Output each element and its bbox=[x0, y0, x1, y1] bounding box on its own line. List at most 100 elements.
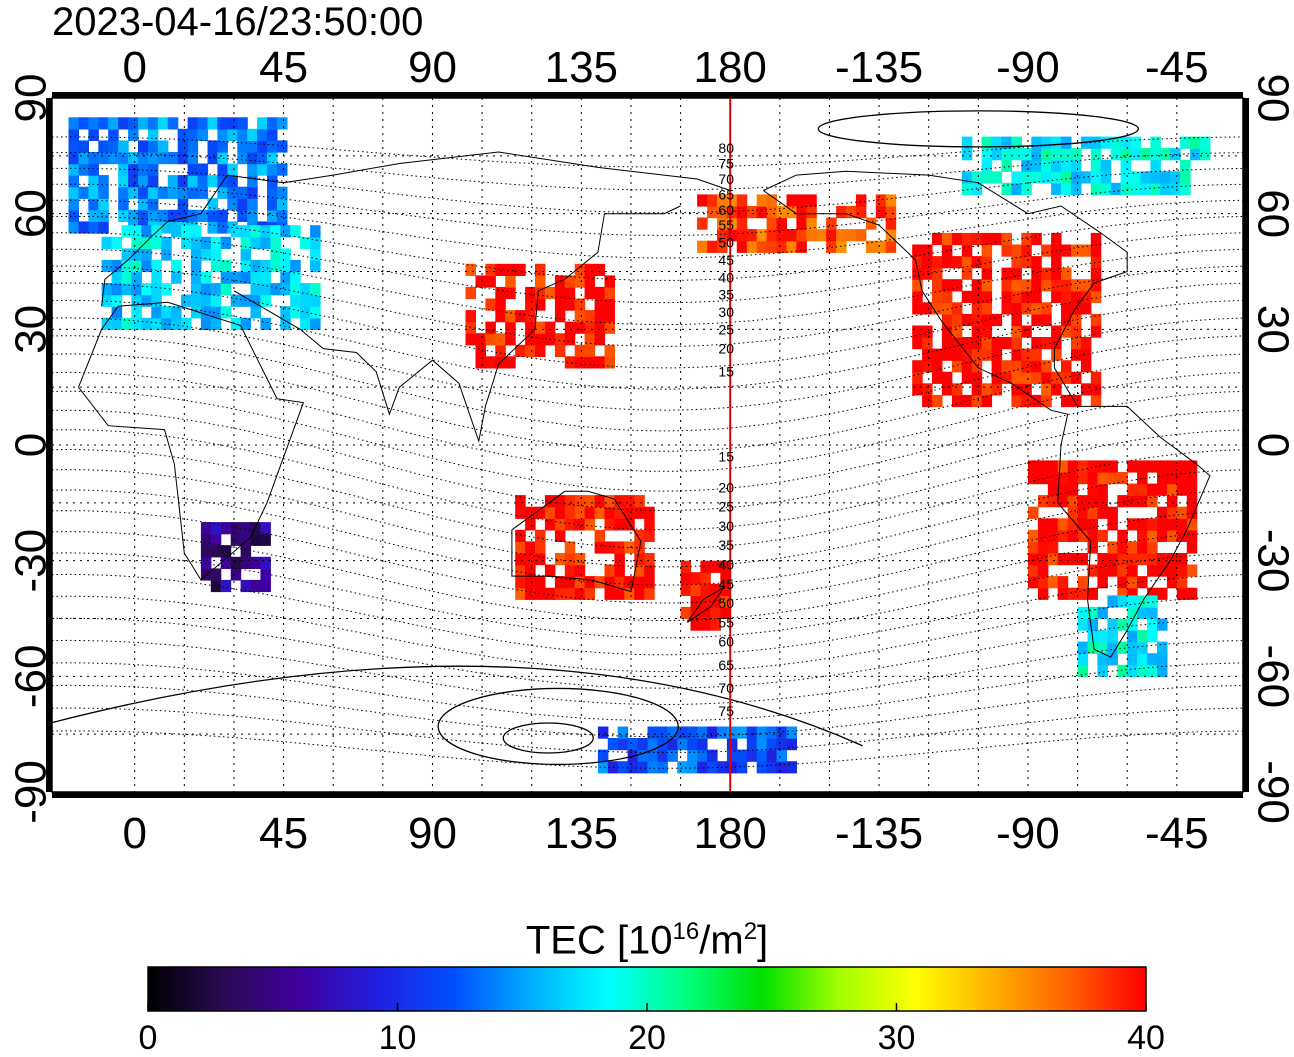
tec-cell bbox=[746, 206, 758, 219]
tec-cell bbox=[1021, 290, 1032, 303]
tec-cell bbox=[776, 240, 787, 253]
tec-cell bbox=[485, 321, 496, 334]
contour-label: 50 bbox=[718, 235, 734, 251]
tec-cell bbox=[1140, 148, 1151, 161]
x-tick-label-bottom: 0 bbox=[122, 809, 146, 858]
pole-contour-outer bbox=[51, 665, 863, 747]
tec-cell bbox=[190, 225, 202, 238]
tec-cell bbox=[1031, 256, 1042, 269]
tec-cell bbox=[1180, 171, 1191, 184]
tec-cell bbox=[1031, 159, 1042, 172]
tec-cell bbox=[98, 209, 109, 222]
tec-cell bbox=[310, 283, 321, 296]
tec-cell bbox=[1127, 460, 1138, 473]
tec-cell bbox=[554, 333, 566, 346]
tec-cell bbox=[495, 333, 506, 346]
tec-cell bbox=[101, 283, 113, 296]
tec-cell bbox=[535, 275, 546, 288]
tec-cell bbox=[147, 163, 159, 176]
tec-cell bbox=[981, 337, 993, 350]
tec-cell bbox=[515, 553, 526, 566]
tec-cell bbox=[604, 518, 615, 531]
tec-cell bbox=[505, 275, 516, 288]
tec-cell bbox=[1087, 518, 1098, 531]
tec-cell bbox=[912, 383, 923, 396]
tec-cell bbox=[1097, 460, 1108, 473]
tec-cell bbox=[181, 317, 192, 330]
tec-cell bbox=[991, 148, 1003, 161]
tec-cell bbox=[786, 726, 797, 739]
tec-cell bbox=[912, 360, 923, 373]
tec-cell bbox=[1097, 630, 1108, 643]
tec-cell bbox=[776, 738, 787, 751]
tec-cell bbox=[574, 298, 586, 311]
tec-cell bbox=[1031, 302, 1042, 315]
tec-cell bbox=[941, 325, 953, 338]
tec-cell bbox=[544, 564, 556, 577]
frame-bar-top bbox=[52, 92, 1243, 98]
tec-cell bbox=[1157, 460, 1168, 473]
tec-cell bbox=[121, 248, 132, 261]
tec-cell bbox=[667, 738, 678, 751]
tec-cell bbox=[554, 553, 566, 566]
contour-line bbox=[51, 183, 1244, 236]
tec-cell bbox=[971, 232, 983, 246]
y-tick-label-right: -90 bbox=[1248, 760, 1294, 824]
tec-cell bbox=[932, 232, 943, 246]
tec-cell bbox=[1107, 506, 1118, 519]
tec-cell bbox=[1097, 495, 1108, 508]
tec-cell bbox=[240, 271, 252, 284]
tec-cell bbox=[574, 576, 586, 589]
tec-cell bbox=[1031, 371, 1042, 384]
tec-cell bbox=[912, 279, 923, 292]
tec-cell bbox=[1097, 529, 1108, 542]
tec-cell bbox=[961, 313, 973, 327]
x-tick-label-top: -90 bbox=[996, 43, 1060, 92]
coastlines bbox=[78, 151, 1211, 658]
tec-cell bbox=[574, 564, 586, 577]
tec-cell bbox=[68, 175, 79, 188]
tec-cell bbox=[1021, 325, 1032, 338]
tec-cell bbox=[230, 556, 242, 569]
tec-cell bbox=[544, 587, 556, 600]
tec-cell bbox=[525, 518, 536, 531]
tec-cell bbox=[260, 236, 271, 249]
tec-cell bbox=[1037, 576, 1049, 589]
tec-cell bbox=[1001, 232, 1012, 246]
tec-cell bbox=[1061, 136, 1072, 149]
tec-cell bbox=[637, 738, 649, 751]
tec-cell bbox=[1160, 171, 1171, 184]
tec-cell bbox=[280, 271, 291, 284]
tec-cell bbox=[1186, 472, 1198, 485]
contour-line bbox=[51, 684, 1244, 738]
tec-cell bbox=[250, 533, 261, 546]
tec-cell bbox=[535, 576, 546, 589]
tec-cell bbox=[1117, 495, 1128, 508]
tec-cell bbox=[875, 194, 887, 207]
tec-cell bbox=[922, 302, 933, 315]
tec-cell bbox=[981, 394, 993, 408]
tec-cell bbox=[1031, 267, 1042, 280]
tec-cell bbox=[1051, 279, 1062, 292]
tec-cell bbox=[1031, 148, 1042, 161]
tec-cell bbox=[607, 738, 619, 751]
tec-cell bbox=[1041, 136, 1052, 149]
tec-cell bbox=[746, 240, 758, 253]
tec-cell bbox=[290, 271, 301, 284]
tec-cell bbox=[151, 236, 162, 249]
tec-cell bbox=[875, 240, 887, 253]
tec-cell bbox=[1057, 495, 1069, 508]
tec-cell bbox=[240, 579, 252, 593]
tec-cell bbox=[855, 206, 867, 219]
contour-line bbox=[51, 299, 1244, 390]
tec-cell bbox=[584, 275, 596, 288]
tec-cell bbox=[257, 163, 268, 176]
tec-cell bbox=[220, 259, 232, 273]
tec-cell bbox=[1080, 360, 1092, 373]
tec-cell bbox=[1080, 279, 1092, 292]
tec-cell bbox=[177, 128, 189, 141]
tec-cell bbox=[1107, 595, 1118, 608]
tec-cell bbox=[535, 587, 546, 600]
tec-cell bbox=[1166, 529, 1178, 542]
tec-cell bbox=[597, 726, 609, 739]
